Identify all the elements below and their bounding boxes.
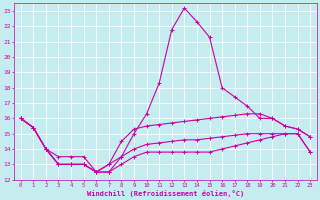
X-axis label: Windchill (Refroidissement éolien,°C): Windchill (Refroidissement éolien,°C) <box>87 190 244 197</box>
